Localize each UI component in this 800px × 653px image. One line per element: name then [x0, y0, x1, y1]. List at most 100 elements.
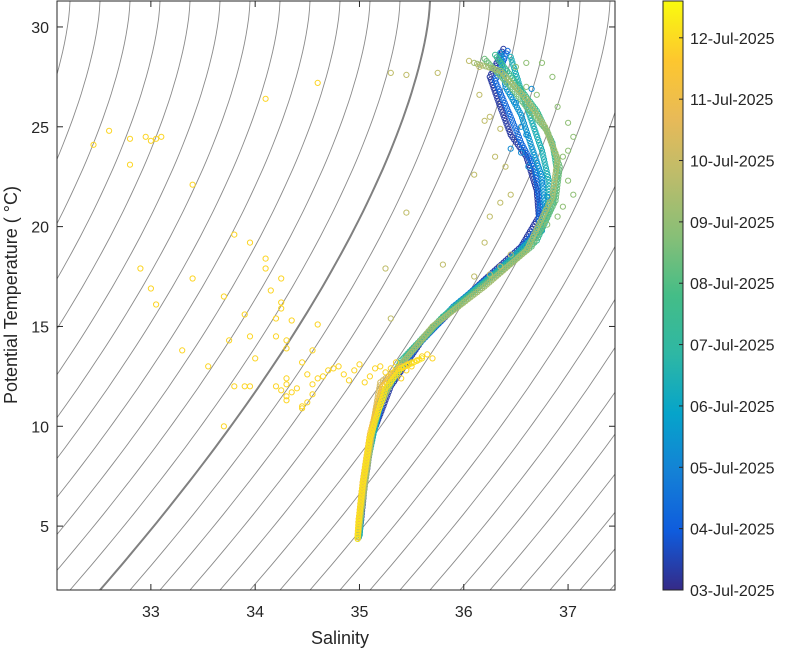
data-point — [497, 49, 504, 57]
data-point — [246, 333, 254, 340]
data-point — [529, 146, 536, 153]
data-point — [481, 117, 488, 124]
data-point — [552, 167, 560, 174]
data-point — [372, 417, 379, 424]
data-point — [278, 299, 285, 306]
data-point — [278, 275, 285, 282]
data-point — [358, 495, 365, 502]
data-point — [340, 371, 347, 378]
data-point — [364, 450, 371, 457]
data-point — [554, 158, 561, 165]
data-point — [518, 149, 525, 156]
data-point — [542, 165, 550, 172]
data-point — [534, 184, 541, 191]
data-point — [550, 184, 557, 191]
isopleth-line — [57, 1, 311, 498]
colorbar-tick-label: 08-Jul-2025 — [690, 276, 775, 293]
data-point — [486, 73, 493, 81]
data-point — [262, 255, 269, 262]
data-point — [382, 385, 389, 392]
data-point — [521, 123, 529, 130]
data-point — [549, 73, 556, 81]
data-point — [487, 76, 494, 83]
data-point — [304, 371, 311, 378]
data-point — [518, 111, 525, 118]
data-point — [528, 143, 535, 150]
data-point — [554, 155, 561, 162]
data-point — [535, 162, 542, 169]
data-point — [376, 402, 384, 410]
data-point — [205, 363, 212, 370]
data-point — [512, 63, 520, 71]
data-point — [283, 381, 290, 388]
data-point — [501, 114, 508, 122]
data-point — [482, 63, 489, 70]
data-point — [357, 504, 364, 511]
data-point — [533, 178, 540, 185]
data-point — [507, 53, 514, 61]
isopleth-line — [57, 1, 341, 536]
data-point — [538, 147, 546, 154]
data-point — [153, 301, 160, 308]
data-point — [528, 85, 535, 93]
data-point — [523, 59, 530, 67]
data-point — [540, 153, 547, 160]
data-point — [559, 203, 567, 210]
isopleth-line — [57, 1, 161, 280]
data-point — [283, 345, 290, 352]
data-point — [231, 383, 238, 390]
data-point — [544, 221, 551, 228]
data-point — [314, 375, 321, 382]
data-point — [366, 438, 373, 445]
data-point — [371, 420, 378, 427]
data-point — [403, 71, 410, 79]
data-point — [354, 532, 361, 539]
data-point — [380, 395, 387, 402]
data-point — [319, 373, 327, 380]
data-point — [553, 161, 560, 168]
data-point — [537, 168, 544, 175]
data-point — [355, 526, 362, 533]
data-point — [543, 126, 550, 133]
data-point — [362, 465, 369, 472]
data-point — [533, 131, 540, 138]
x-tick-label: 36 — [455, 604, 473, 621]
isopleth-line — [57, 1, 191, 330]
colorbar-tick-label: 06-Jul-2025 — [690, 399, 775, 416]
data-point — [523, 131, 530, 138]
data-point — [142, 133, 149, 140]
x-tick-label: 34 — [246, 604, 264, 621]
data-point — [262, 265, 269, 272]
data-point — [278, 305, 285, 312]
data-point — [552, 170, 559, 177]
data-point — [532, 128, 539, 135]
data-point — [570, 133, 577, 140]
y-axis-ticks: 5 10 15 20 25 30 — [31, 20, 615, 536]
data-point — [372, 365, 379, 372]
data-point — [471, 273, 478, 280]
data-point — [241, 311, 248, 318]
data-point — [381, 388, 388, 395]
data-point — [479, 62, 486, 69]
data-point — [392, 359, 400, 366]
data-point — [366, 431, 373, 438]
data-point — [499, 109, 506, 116]
data-point — [231, 231, 238, 238]
data-point — [293, 385, 300, 392]
data-point — [540, 156, 548, 163]
data-point — [506, 110, 513, 118]
data-point — [272, 333, 280, 340]
data-point — [387, 69, 394, 77]
data-point — [535, 136, 542, 143]
data-point — [511, 67, 519, 75]
data-point — [189, 275, 196, 282]
data-point — [531, 125, 538, 133]
data-point — [491, 66, 498, 73]
data-point — [304, 399, 311, 406]
data-point — [570, 191, 577, 198]
data-point — [554, 213, 561, 220]
data-point — [367, 432, 374, 439]
y-tick-label: 30 — [31, 20, 49, 37]
data-point — [363, 459, 370, 466]
data-point — [545, 132, 552, 139]
